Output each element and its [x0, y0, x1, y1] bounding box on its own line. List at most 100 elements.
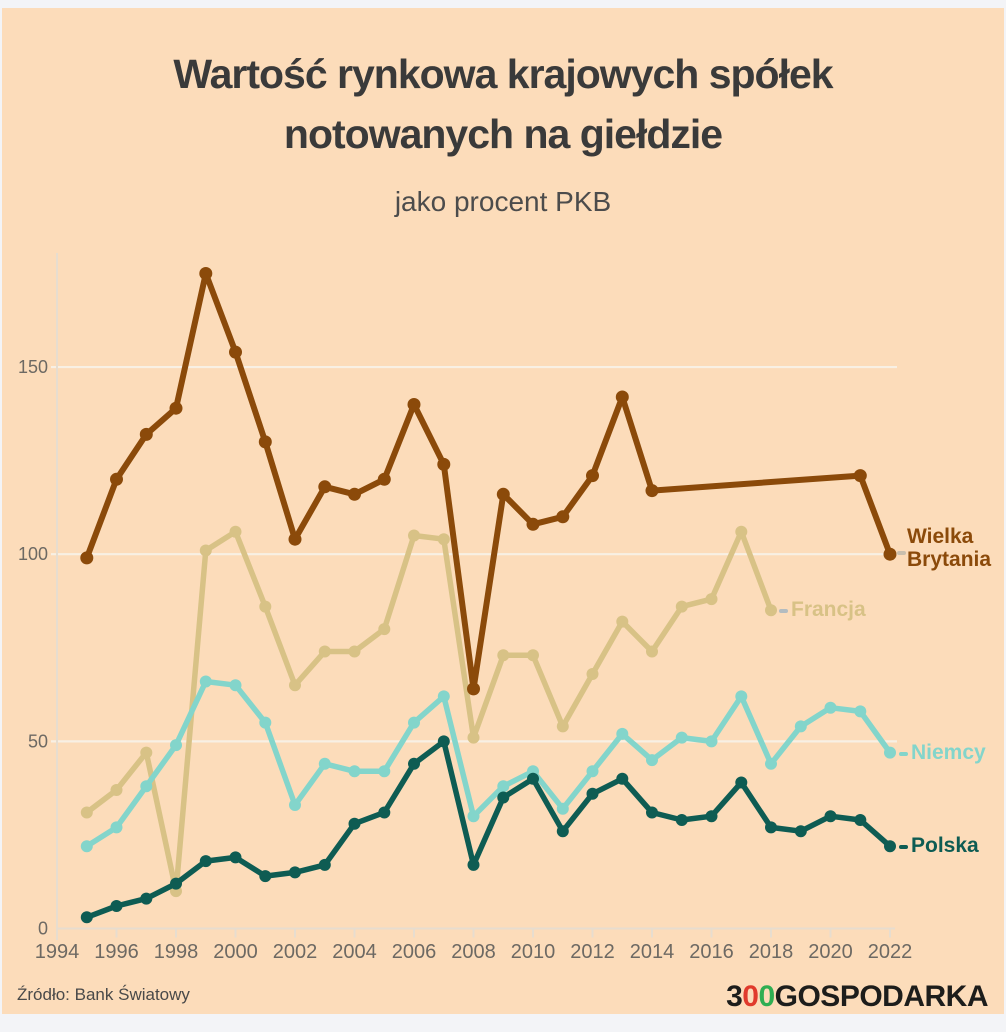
y-tick-label: 50 — [28, 731, 48, 751]
page-title: Wartość rynkowa krajowych spółek notowan… — [2, 44, 1004, 164]
data-point-Wielka Brytania — [289, 533, 302, 546]
data-point-Francja — [408, 530, 420, 542]
data-point-Niemcy — [646, 754, 658, 766]
data-point-Niemcy — [170, 739, 182, 751]
data-point-Francja — [497, 649, 509, 661]
logo-digit-0-red: 0 — [742, 980, 758, 1014]
data-point-Wielka Brytania — [646, 484, 659, 497]
series-label-polska: Polska — [911, 834, 979, 857]
data-point-Francja — [616, 616, 628, 628]
x-tick-label: 2018 — [749, 941, 794, 963]
y-tick-label: 0 — [38, 919, 48, 939]
x-tick-label: 2010 — [511, 941, 556, 963]
x-tick-label: 2020 — [808, 941, 853, 963]
line-Wielka Brytania — [87, 274, 890, 689]
x-tick-label: 2008 — [451, 941, 496, 963]
data-point-Niemcy — [616, 728, 628, 740]
data-point-Niemcy — [81, 840, 93, 852]
data-point-Wielka Brytania — [170, 402, 183, 415]
data-point-Polska — [408, 758, 420, 770]
data-point-Wielka Brytania — [140, 428, 153, 441]
data-point-Polska — [438, 735, 450, 747]
x-tick-label: 2014 — [630, 941, 675, 963]
data-point-Polska — [140, 893, 152, 905]
data-point-Francja — [557, 720, 569, 732]
data-point-Niemcy — [854, 705, 866, 717]
data-point-Francja — [200, 545, 212, 557]
data-point-Niemcy — [111, 821, 123, 833]
series-label-francja: Francja — [791, 598, 866, 621]
data-point-Polska — [676, 814, 688, 826]
data-point-Polska — [349, 818, 361, 830]
chart-subtitle: jako procent PKB — [2, 186, 1004, 218]
x-tick-label: 2002 — [273, 941, 318, 963]
data-point-Niemcy — [289, 799, 301, 811]
data-point-Polska — [497, 792, 509, 804]
data-point-Niemcy — [676, 732, 688, 744]
x-tick-label: 2012 — [570, 941, 615, 963]
data-point-Niemcy — [140, 780, 152, 792]
data-point-Niemcy — [735, 690, 747, 702]
data-point-Francja — [438, 533, 450, 545]
data-point-Francja — [646, 646, 658, 658]
data-point-Polska — [765, 821, 777, 833]
data-point-Niemcy — [349, 765, 361, 777]
data-point-Francja — [587, 668, 599, 680]
data-point-Polska — [319, 859, 331, 871]
logo-300gospodarka: 300GOSPODARKA — [726, 980, 988, 1014]
data-point-Wielka Brytania — [259, 435, 272, 448]
data-point-Niemcy — [557, 803, 569, 815]
x-tick-label: 2000 — [213, 941, 258, 963]
data-point-Niemcy — [378, 765, 390, 777]
data-point-Francja — [111, 784, 123, 796]
data-point-Francja — [140, 747, 152, 759]
logo-wordmark: GOSPODARKA — [775, 980, 988, 1014]
data-point-Polska — [825, 810, 837, 822]
series-label-dash — [897, 551, 906, 555]
data-point-Wielka Brytania — [884, 548, 897, 561]
data-point-Polska — [378, 807, 390, 819]
data-point-Niemcy — [497, 780, 509, 792]
data-point-Francja — [676, 601, 688, 613]
x-tick-label: 2022 — [868, 941, 913, 963]
data-point-Niemcy — [468, 810, 480, 822]
y-tick-label: 150 — [18, 357, 48, 377]
data-point-Wielka Brytania — [199, 267, 212, 280]
data-point-Polska — [111, 900, 123, 912]
data-point-Polska — [795, 825, 807, 837]
series-label-wielka-brytania: Wielka Brytania — [907, 525, 1006, 571]
data-point-Niemcy — [825, 702, 837, 714]
data-point-Polska — [884, 840, 896, 852]
data-point-Wielka Brytania — [586, 469, 599, 482]
source-note: Źródło: Bank Światowy — [17, 985, 190, 1005]
data-point-Polska — [735, 777, 747, 789]
title-line-2: notowanych na giełdzie — [2, 104, 1004, 164]
data-point-Francja — [259, 601, 271, 613]
data-point-Polska — [200, 855, 212, 867]
data-point-Wielka Brytania — [616, 391, 629, 404]
data-point-Wielka Brytania — [467, 682, 480, 695]
data-point-Polska — [81, 911, 93, 923]
data-point-Wielka Brytania — [497, 488, 510, 501]
data-point-Polska — [587, 788, 599, 800]
data-point-Wielka Brytania — [80, 551, 93, 564]
x-tick-label: 2016 — [689, 941, 734, 963]
x-tick-label: 1998 — [154, 941, 199, 963]
data-point-Niemcy — [230, 679, 242, 691]
data-point-Francja — [81, 807, 93, 819]
data-point-Wielka Brytania — [408, 398, 421, 411]
x-tick-label: 2004 — [332, 941, 377, 963]
data-point-Francja — [735, 526, 747, 538]
data-point-Wielka Brytania — [110, 473, 123, 486]
series-label-niemcy: Niemcy — [911, 741, 986, 764]
data-point-Wielka Brytania — [437, 458, 450, 471]
data-point-Francja — [706, 593, 718, 605]
logo-digit-3: 3 — [726, 980, 742, 1014]
data-point-Polska — [259, 870, 271, 882]
y-tick-label: 100 — [18, 544, 48, 564]
x-tick-label: 1996 — [94, 941, 139, 963]
data-point-Niemcy — [200, 676, 212, 688]
data-point-Polska — [170, 878, 182, 890]
data-point-Niemcy — [408, 717, 420, 729]
